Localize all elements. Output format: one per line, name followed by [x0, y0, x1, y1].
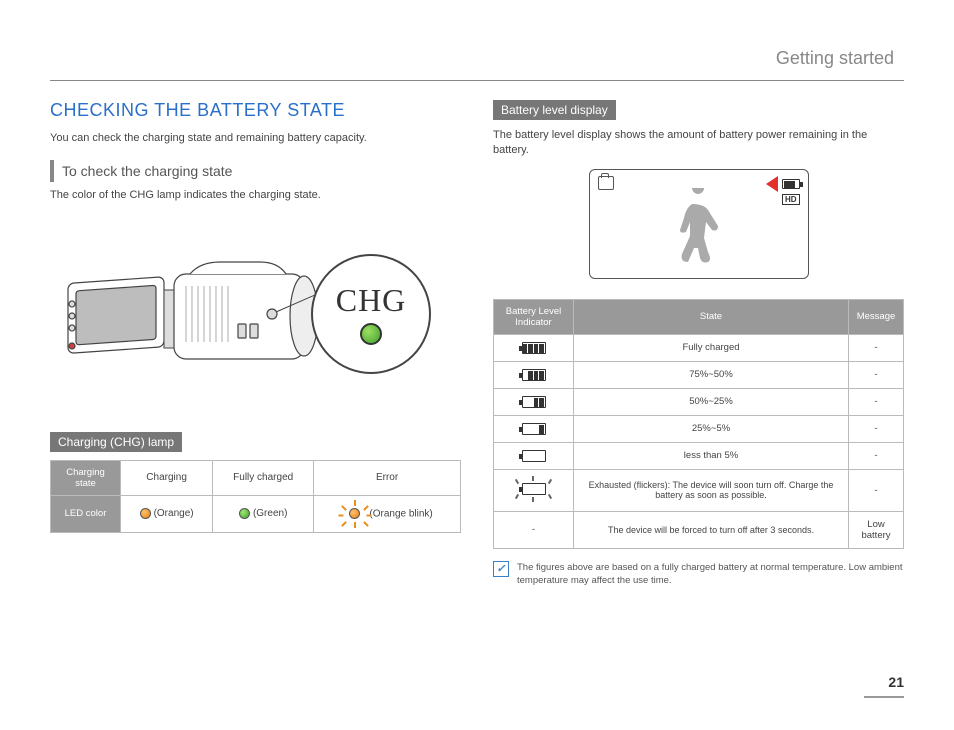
batlvl-state: 25%~5% [574, 415, 849, 442]
batlvl-indicator [494, 334, 574, 361]
chg-led-orange: (Orange) [121, 495, 213, 532]
batlvl-state: The device will be forced to turn off af… [574, 511, 849, 548]
batlvl-indicator [494, 469, 574, 511]
breadcrumb: Getting started [776, 48, 894, 69]
batlvl-row: -The device will be forced to turn off a… [494, 511, 904, 548]
batlvl-message: - [849, 334, 904, 361]
chg-row-header-state: Charging state [51, 460, 121, 495]
footnote: ✓ The figures above are based on a fully… [493, 561, 904, 588]
batlvl-row: 25%~5%- [494, 415, 904, 442]
red-arrow-icon [766, 176, 778, 192]
chg-col-full: Fully charged [213, 460, 314, 495]
batlvl-row: 75%~50%- [494, 361, 904, 388]
intro-text: You can check the charging state and rem… [50, 131, 461, 146]
batlvl-header-state: State [574, 299, 849, 334]
footnote-text: The figures above are based on a fully c… [517, 561, 904, 588]
led-orange-label: (Orange) [154, 508, 194, 519]
batlvl-message: Low battery [849, 511, 904, 548]
camcorder-svg [60, 254, 320, 404]
led-green-icon [239, 508, 250, 519]
batlvl-header-message: Message [849, 299, 904, 334]
note-icon: ✓ [493, 561, 509, 577]
batlvl-row: Exhausted (flickers): The device will so… [494, 469, 904, 511]
subheading-check-charging: To check the charging state [50, 160, 461, 182]
batlvl-message: - [849, 469, 904, 511]
chg-led-green: (Green) [213, 495, 314, 532]
card-icon [598, 176, 614, 190]
batlvl-header-indicator: Battery Level Indicator [494, 299, 574, 334]
batlvl-state: 75%~50% [574, 361, 849, 388]
right-column: Battery level display The battery level … [493, 100, 904, 587]
led-green-label: (Green) [253, 508, 287, 519]
header-rule [50, 80, 904, 81]
led-blink-label: (Orange blink) [369, 508, 432, 519]
batlvl-state: Fully charged [574, 334, 849, 361]
page-number-rule [864, 696, 904, 698]
person-silhouette-icon [674, 188, 724, 268]
content-columns: CHECKING THE BATTERY STATE You can check… [50, 100, 904, 587]
camcorder-illustration: CHG [50, 214, 461, 414]
chg-callout-circle: CHG [311, 254, 431, 374]
batlvl-row: 50%~25%- [494, 388, 904, 415]
batlvl-indicator [494, 442, 574, 469]
battery-small-icon [782, 179, 800, 189]
chg-led-blink: (Orange blink) [314, 495, 461, 532]
chg-row-header-led: LED color [51, 495, 121, 532]
chg-col-error: Error [314, 460, 461, 495]
batlvl-state: 50%~25% [574, 388, 849, 415]
led-blink-icon [341, 502, 369, 526]
sub1-desc: The color of the CHG lamp indicates the … [50, 188, 461, 203]
subheading-chg-lamp: Charging (CHG) lamp [50, 432, 182, 452]
batlvl-message: - [849, 361, 904, 388]
section-title: CHECKING THE BATTERY STATE [50, 100, 461, 121]
batlvl-indicator [494, 388, 574, 415]
left-column: CHECKING THE BATTERY STATE You can check… [50, 100, 461, 587]
led-orange-icon [140, 508, 151, 519]
batlvl-message: - [849, 442, 904, 469]
chg-lamp-table: Charging state Charging Fully charged Er… [50, 460, 461, 533]
batlvl-message: - [849, 388, 904, 415]
chg-col-charging: Charging [121, 460, 213, 495]
batlvl-message: - [849, 415, 904, 442]
batlvl-indicator [494, 415, 574, 442]
batlvl-state: Exhausted (flickers): The device will so… [574, 469, 849, 511]
chg-label: CHG [336, 282, 407, 319]
batlvl-indicator: - [494, 511, 574, 548]
batlvl-row: less than 5%- [494, 442, 904, 469]
chg-led-icon [360, 323, 382, 345]
hd-badge-icon: HD [782, 194, 800, 205]
batlvl-indicator [494, 361, 574, 388]
batlvl-state: less than 5% [574, 442, 849, 469]
page-number: 21 [888, 674, 904, 690]
battery-level-table: Battery Level Indicator State Message Fu… [493, 299, 904, 549]
batlvl-row: Fully charged- [494, 334, 904, 361]
battery-display-desc: The battery level display shows the amou… [493, 128, 904, 159]
lcd-preview: HD [589, 169, 809, 279]
subheading-battery-display: Battery level display [493, 100, 616, 120]
